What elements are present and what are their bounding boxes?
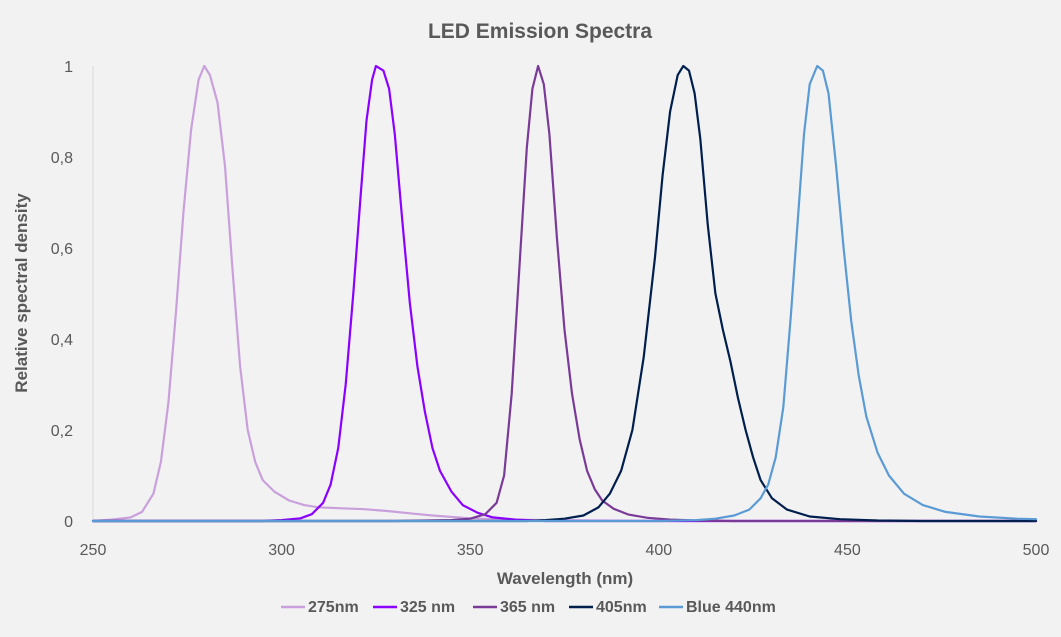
series-line-2 (91, 64, 1038, 523)
legend-label: Blue 440nm (686, 599, 776, 616)
legend-label: 275nm (308, 599, 359, 616)
x-tick-label: 250 (80, 542, 107, 559)
series-layer (91, 64, 1038, 523)
x-axis-label: Wavelength (nm) (497, 569, 633, 588)
x-tick-label: 300 (268, 542, 295, 559)
series-line-3 (91, 64, 1038, 523)
x-tick-label: 450 (834, 542, 861, 559)
y-axis-label-group: Relative spectral density (12, 193, 31, 393)
y-tick-label: 0,2 (51, 423, 73, 440)
y-tick-label: 0,8 (51, 150, 73, 167)
y-tick-label: 0,6 (51, 241, 73, 258)
legend-item: 275nm (281, 599, 359, 616)
legend-item: 405nm (569, 599, 647, 616)
x-tick-label: 350 (457, 542, 484, 559)
y-axis-label: Relative spectral density (12, 193, 31, 393)
series-line-4 (91, 64, 1038, 523)
legend-item: 325 nm (373, 599, 455, 616)
y-tick-label: 0 (64, 514, 73, 531)
chart-title: LED Emission Spectra (428, 20, 652, 43)
legend-label: 325 nm (400, 599, 455, 616)
tick-labels: 250 300 350 400 450 500 0 0,2 0,4 0,6 0,8 1 (51, 59, 1050, 559)
series-line-5 (91, 64, 1038, 523)
x-tick-label: 400 (645, 542, 672, 559)
series-line-1 (91, 64, 1038, 523)
legend-label: 365 nm (500, 599, 555, 616)
x-tick-label: 500 (1023, 542, 1050, 559)
legend: 275nm 325 nm 365 nm 405nm Blue 440nm (281, 599, 776, 616)
y-tick-label: 1 (64, 59, 73, 76)
legend-label: 405nm (596, 599, 647, 616)
legend-item: 365 nm (473, 599, 555, 616)
legend-item: Blue 440nm (659, 599, 776, 616)
y-tick-label: 0,4 (51, 332, 73, 349)
